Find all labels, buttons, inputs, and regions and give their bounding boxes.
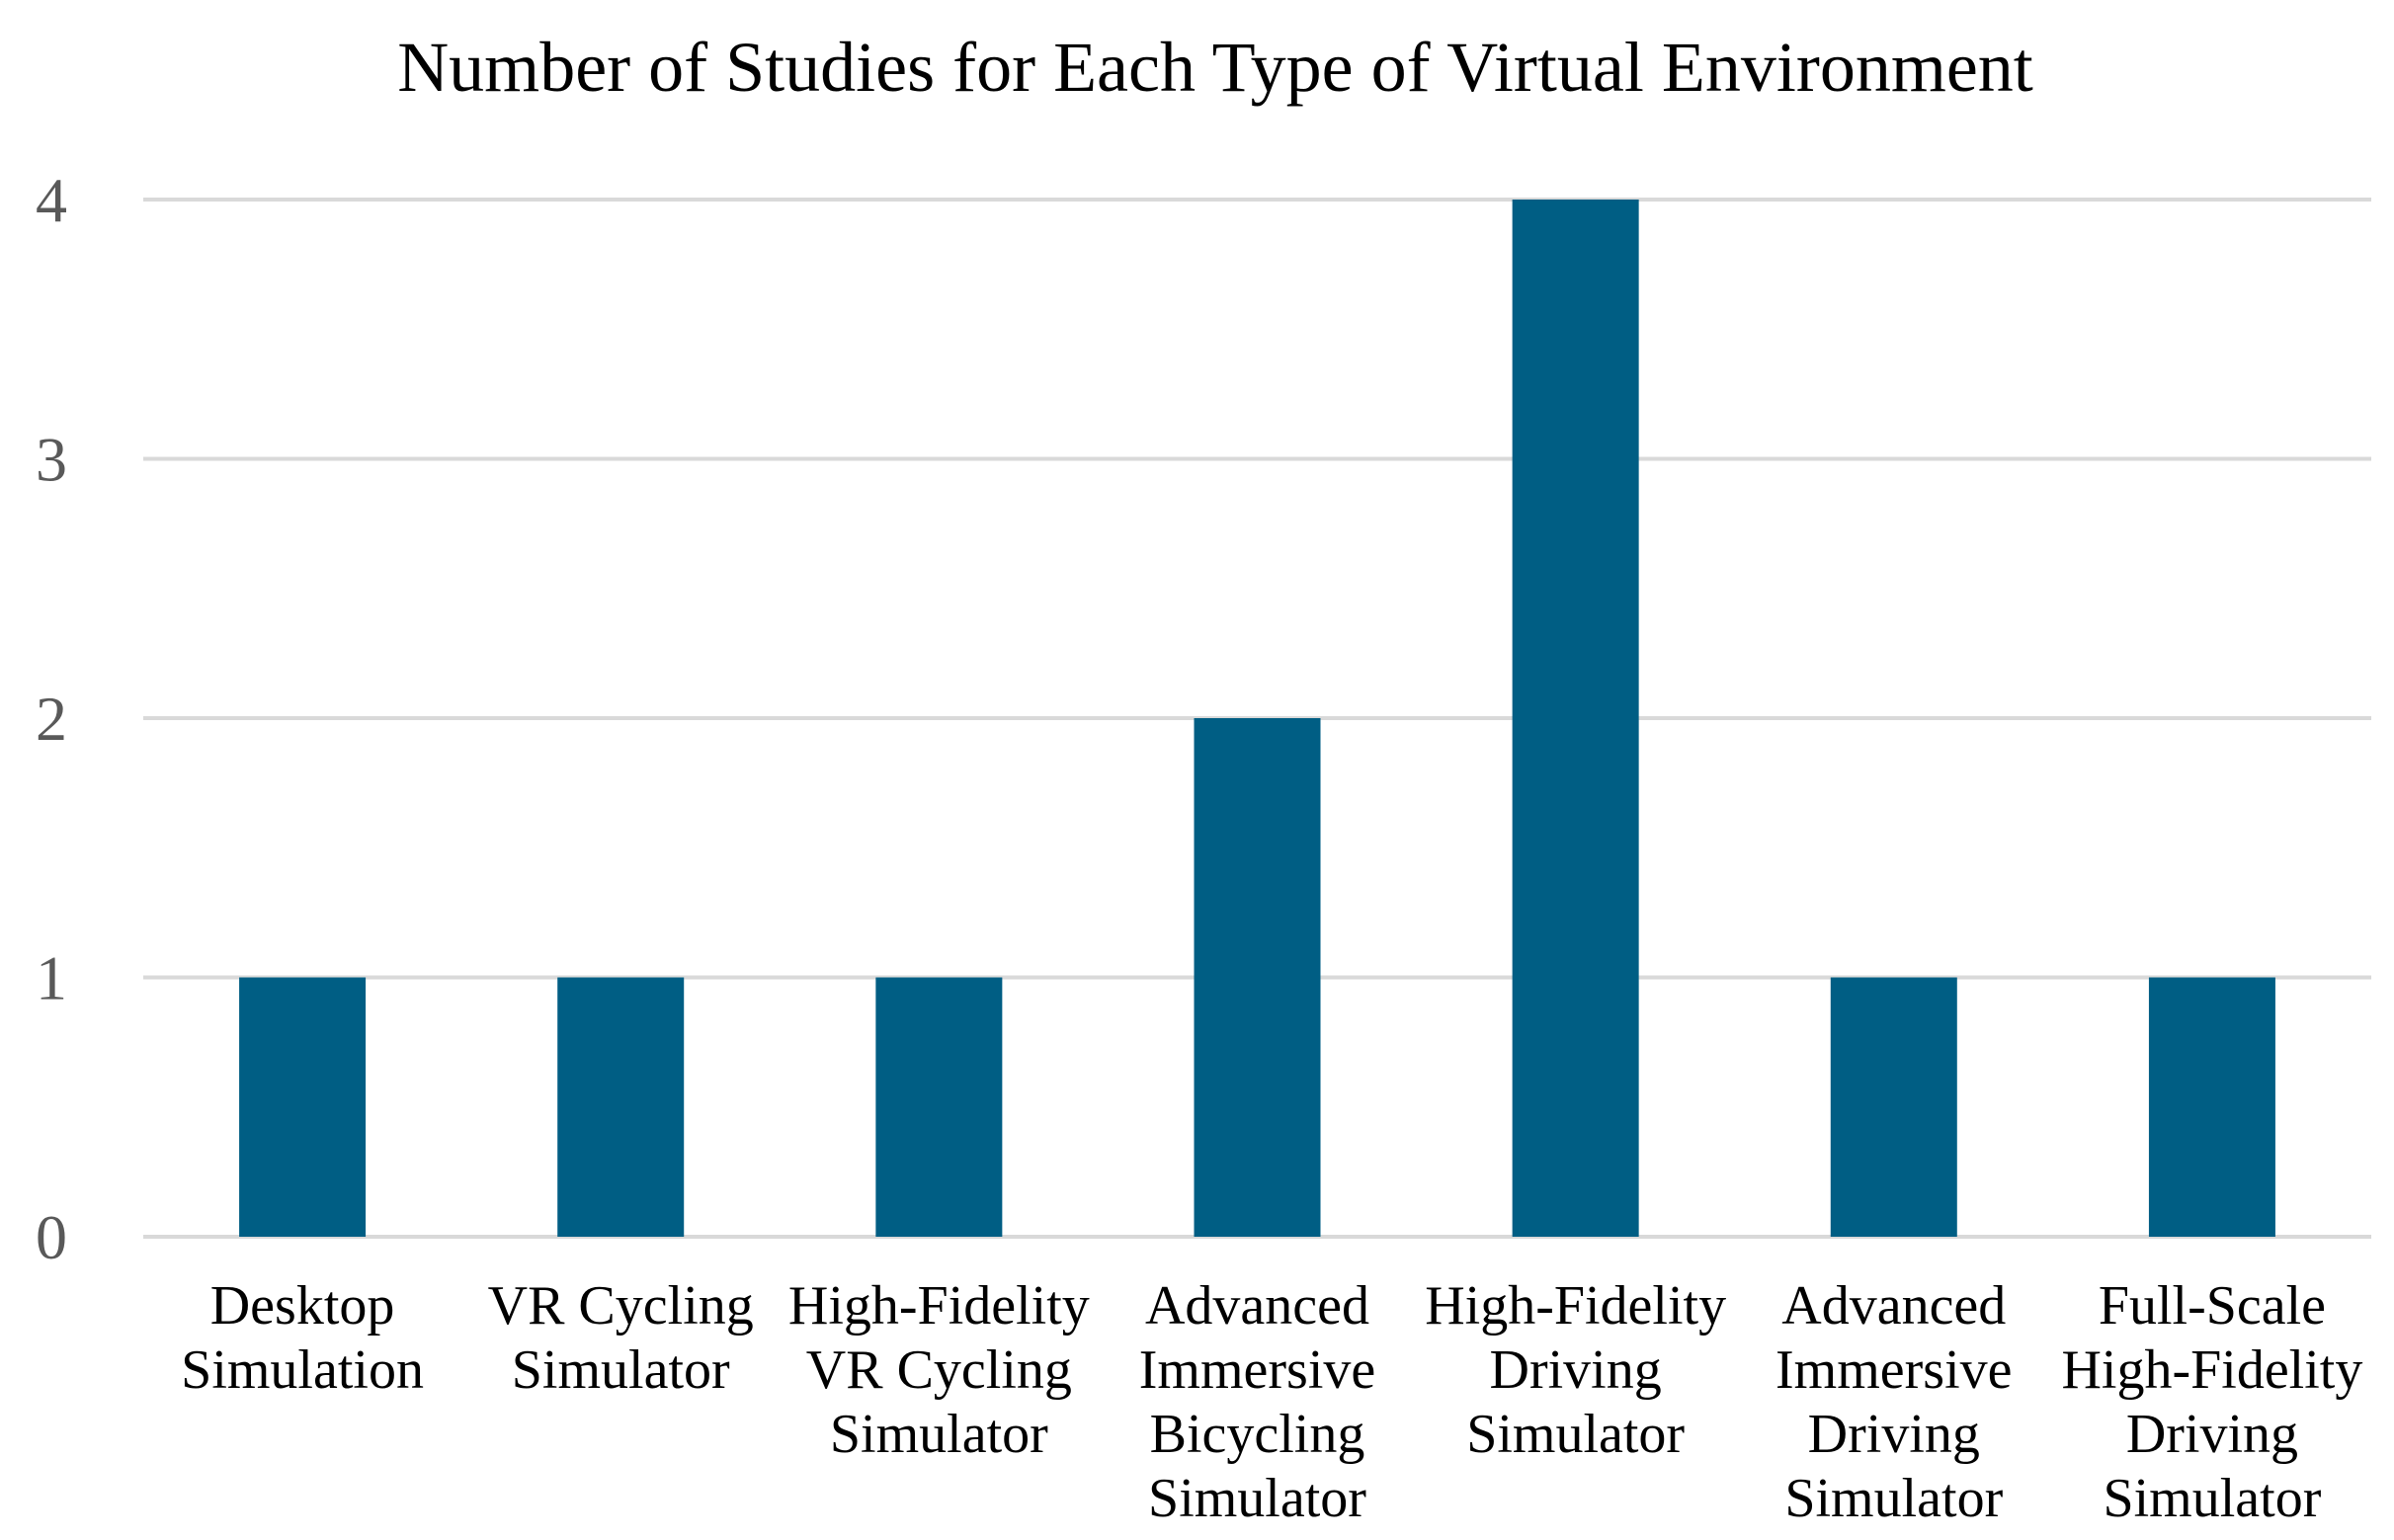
- x-tick-label-line: High-Fidelity: [788, 1275, 1090, 1337]
- bar: [1194, 718, 1321, 1237]
- x-tick-label-line: Advanced: [1145, 1275, 1369, 1337]
- x-tick-label-line: Driving: [1490, 1339, 1662, 1401]
- bar: [875, 977, 1003, 1237]
- bar: [557, 977, 685, 1237]
- x-tick-label-line: Driving: [1808, 1404, 1980, 1465]
- bar: [2148, 977, 2275, 1237]
- x-tick-label: High-Fidelity VR Cycling Simulator: [788, 1275, 1090, 1465]
- x-tick-label-line: Simulator: [1784, 1468, 2003, 1529]
- x-tick-label: VR Cycling Simulator: [488, 1275, 754, 1401]
- x-tick-label: Full-Scale High-Fidelity Driving Simulator: [2061, 1275, 2362, 1529]
- x-tick-label-line: Simulator: [512, 1339, 730, 1401]
- bars: [239, 200, 2275, 1237]
- x-tick-label-line: Simulation: [181, 1339, 424, 1401]
- x-tick-label-line: VR Cycling: [488, 1275, 754, 1337]
- x-tick-label-line: Simulator: [830, 1404, 1048, 1465]
- x-tick-label-line: Driving: [2126, 1404, 2298, 1465]
- y-tick-label: 2: [36, 684, 67, 754]
- y-axis-ticks: 0 1 2 3 4: [36, 165, 67, 1272]
- x-tick-label: Advanced Immersive Driving Simulator: [1775, 1275, 2012, 1529]
- chart-title: Number of Studies for Each Type of Virtu…: [397, 28, 2033, 107]
- x-tick-label-line: High-Fidelity: [1425, 1275, 1726, 1337]
- x-tick-label-line: Desktop: [210, 1275, 395, 1337]
- x-tick-label-line: Advanced: [1781, 1275, 2006, 1337]
- x-tick-label-line: Bicycling: [1150, 1404, 1365, 1465]
- x-tick-label-line: Immersive: [1139, 1339, 1375, 1401]
- x-tick-label-line: VR Cycling: [806, 1339, 1072, 1401]
- x-tick-label-line: Simulator: [1466, 1404, 1685, 1465]
- x-tick-label-line: Full-Scale: [2099, 1275, 2326, 1337]
- y-tick-label: 3: [36, 425, 67, 495]
- bar: [239, 977, 367, 1237]
- bar: [1830, 977, 1957, 1237]
- y-tick-label: 4: [36, 165, 67, 235]
- x-tick-label: Desktop Simulation: [181, 1275, 424, 1401]
- x-tick-label-line: Simulator: [1148, 1468, 1366, 1529]
- x-tick-label-line: High-Fidelity: [2061, 1339, 2362, 1401]
- x-tick-label: High-Fidelity Driving Simulator: [1425, 1275, 1726, 1465]
- x-tick-label: Advanced Immersive Bicycling Simulator: [1139, 1275, 1375, 1529]
- x-tick-label-line: Simulator: [2103, 1468, 2321, 1529]
- y-tick-label: 0: [36, 1202, 67, 1272]
- y-tick-label: 1: [36, 943, 67, 1013]
- x-tick-label-line: Immersive: [1775, 1339, 2012, 1401]
- bar: [1512, 200, 1639, 1237]
